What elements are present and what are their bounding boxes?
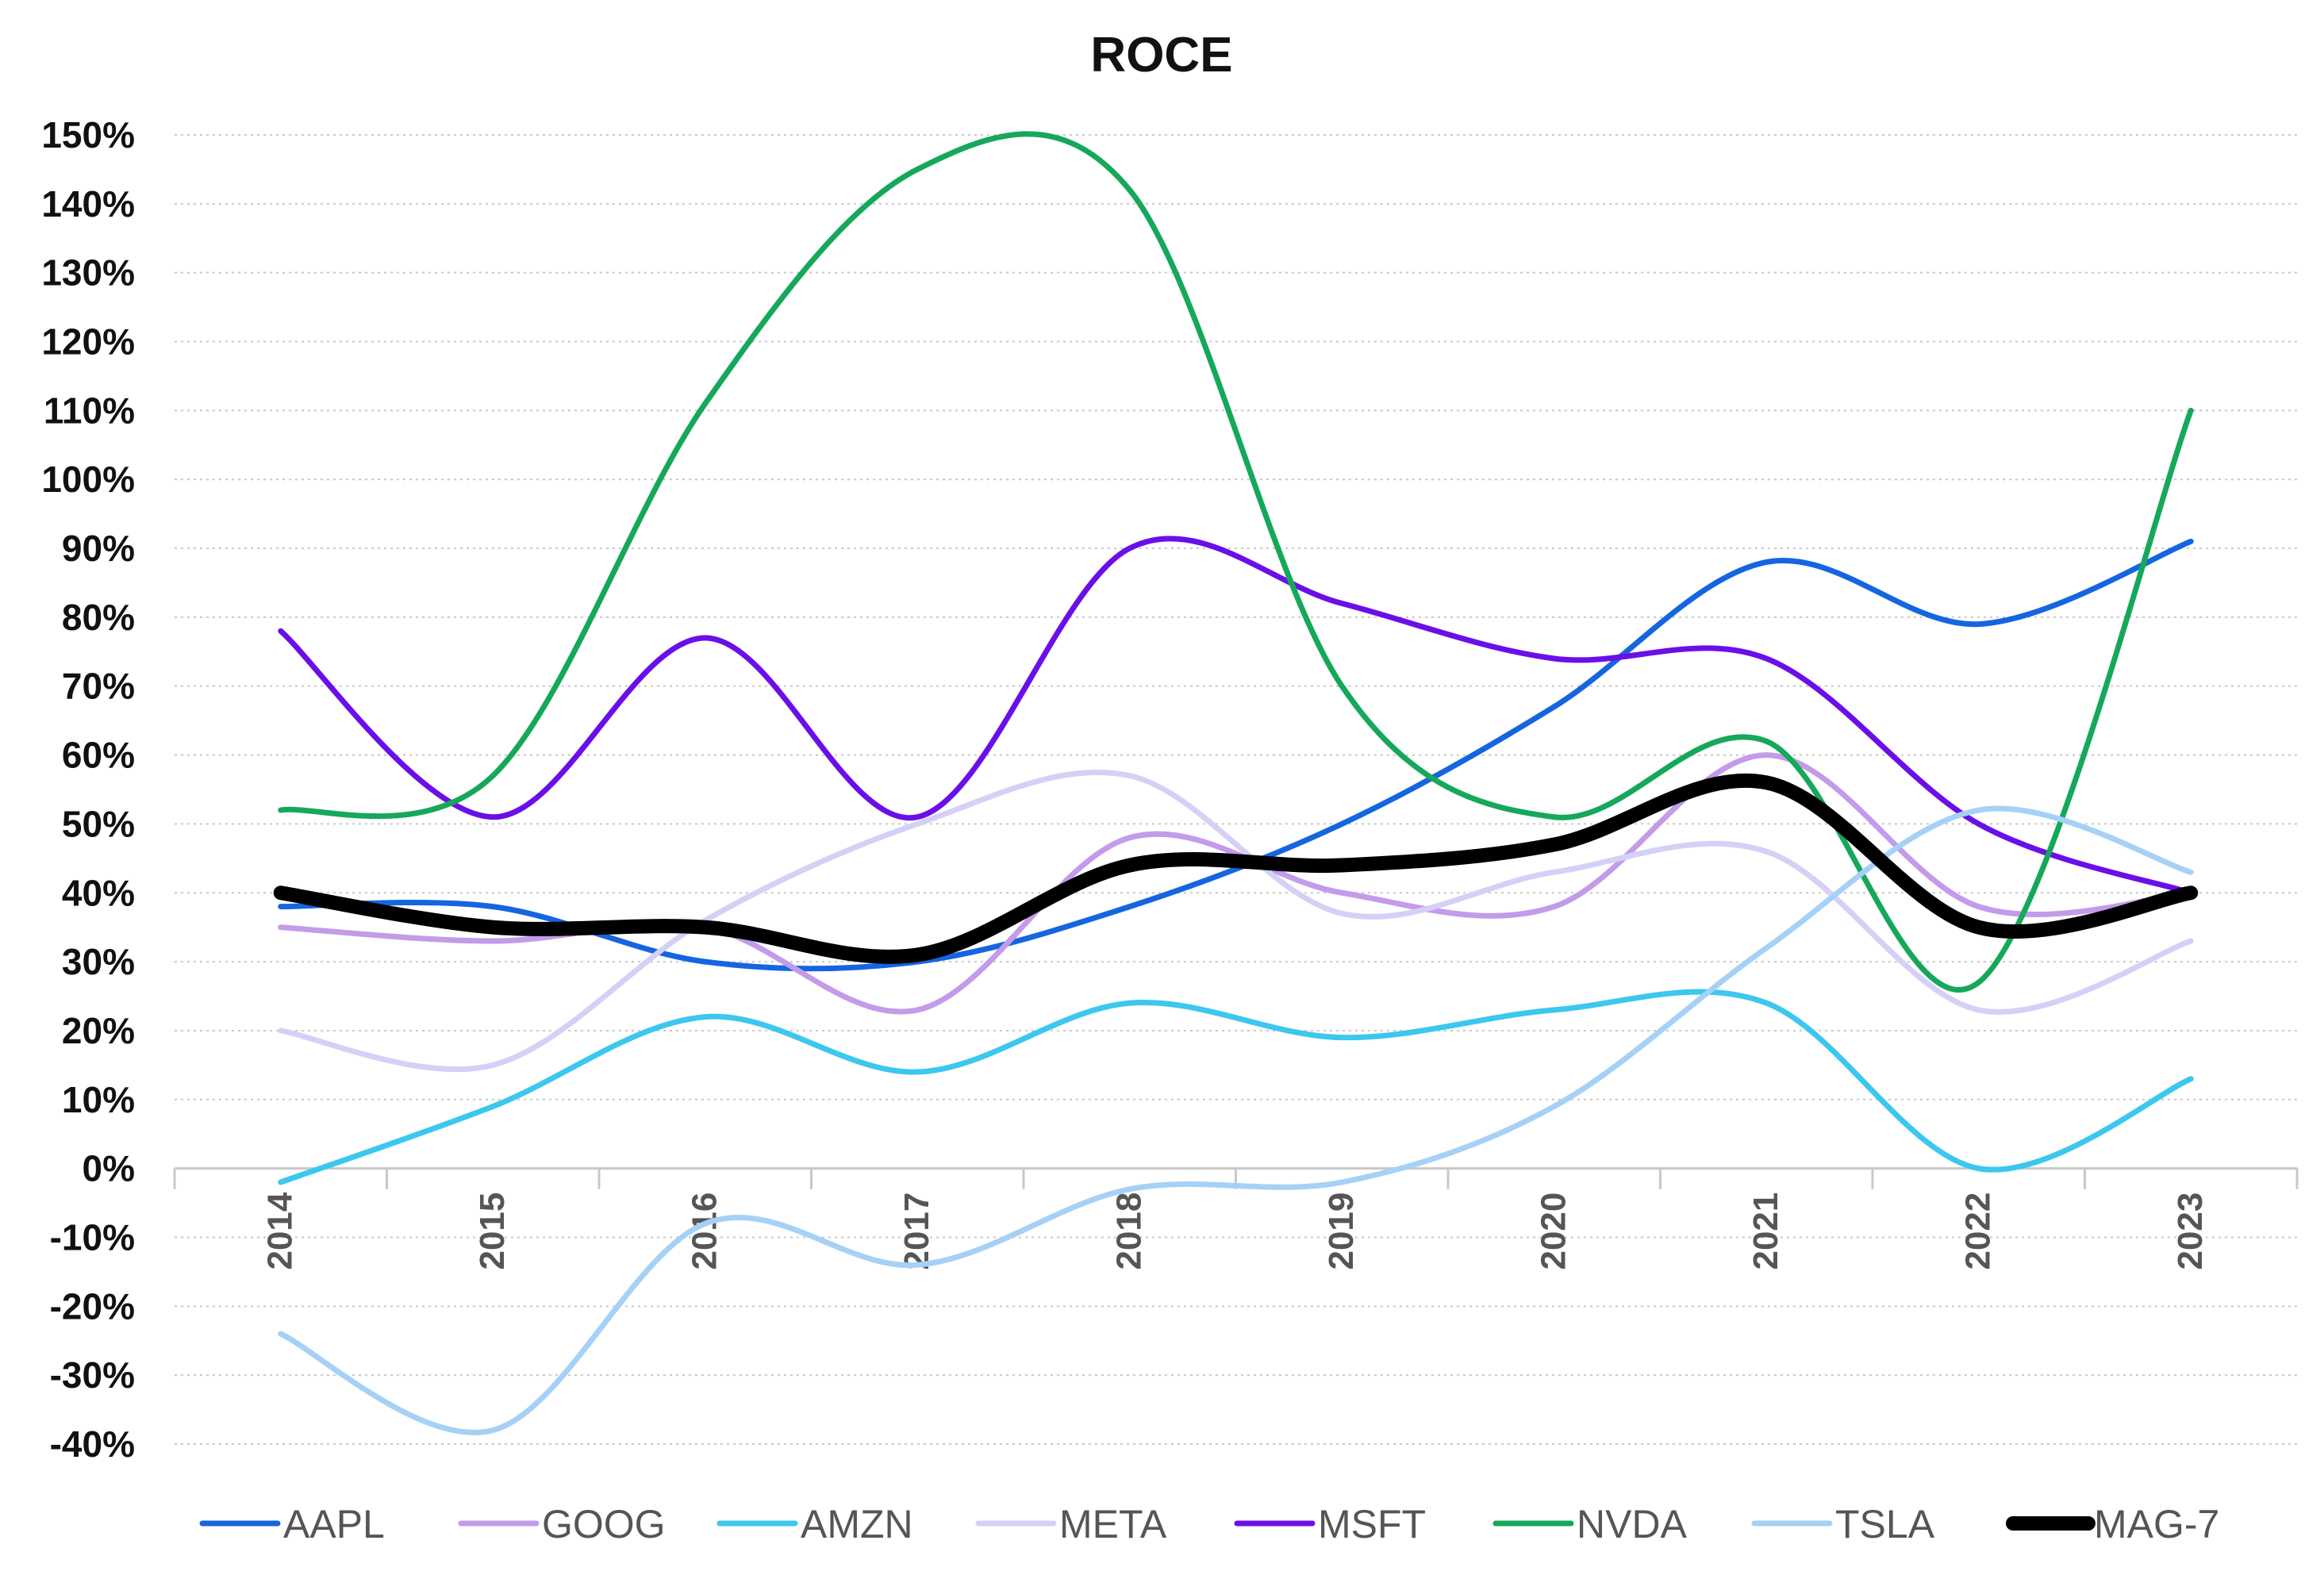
- y-tick-label: 50%: [62, 803, 135, 844]
- x-tick-label: 2020: [1535, 1193, 1573, 1270]
- x-tick-label: 2023: [2171, 1193, 2210, 1270]
- series-line-msft: [278, 536, 2194, 896]
- x-tick-label: 2014: [261, 1192, 300, 1269]
- series-line-nvda: [278, 131, 2194, 993]
- series-line-meta: [278, 770, 2194, 1073]
- y-tick-label: 10%: [62, 1079, 135, 1120]
- x-axis-tick-labels: 2014 2015 2016 2017 2018 2019 2020 2021 2022 2023: [261, 1192, 2211, 1269]
- legend-label-meta: META: [1059, 1502, 1167, 1546]
- y-tick-label: 30%: [62, 941, 135, 982]
- x-tick-label: 2018: [1110, 1193, 1149, 1270]
- y-tick-label: -40%: [50, 1423, 135, 1465]
- y-tick-label: -20%: [50, 1285, 135, 1327]
- y-tick-label: 140%: [41, 183, 135, 225]
- legend-label-amzn: AMZN: [801, 1502, 913, 1546]
- y-tick-label: 0%: [83, 1148, 135, 1189]
- y-tick-label: -30%: [50, 1354, 135, 1396]
- legend-label-nvda: NVDA: [1577, 1502, 1688, 1546]
- y-tick-label: 110%: [44, 390, 135, 431]
- legend-label-aapl: AAPL: [283, 1502, 385, 1546]
- legend-label-goog: GOOG: [542, 1502, 666, 1546]
- y-tick-label: 130%: [41, 252, 135, 294]
- legend: AAPL GOOG AMZN META MSFT NVDA TSLA MAG-7: [199, 1502, 2219, 1546]
- x-tick-label: 2019: [1322, 1193, 1361, 1270]
- y-tick-label: 20%: [62, 1010, 135, 1051]
- y-axis-tick-labels: 150% 140% 130% 120% 110% 100% 90% 80% 70% 60% 50% 4…: [41, 114, 135, 1465]
- x-tick-label: 2021: [1746, 1193, 1785, 1270]
- series-line-amzn: [278, 989, 2194, 1185]
- legend-label-tsla: TSLA: [1835, 1502, 1935, 1546]
- x-tick-label: 2017: [897, 1193, 936, 1270]
- x-tick-label: 2022: [1959, 1193, 1998, 1270]
- y-tick-label: 70%: [62, 666, 135, 707]
- series-line-mag-7: [273, 773, 2199, 964]
- y-tick-label: 120%: [41, 321, 135, 363]
- series-line-tsla: [278, 805, 2194, 1435]
- series-lines: [273, 131, 2199, 1435]
- y-tick-label: 80%: [62, 597, 135, 638]
- y-tick-label: 90%: [62, 528, 135, 569]
- legend-label-msft: MSFT: [1318, 1502, 1426, 1546]
- legend-label-mag-7: MAG-7: [2094, 1502, 2219, 1546]
- y-tick-label: 150%: [41, 114, 135, 156]
- gridlines: [175, 134, 2297, 1445]
- y-tick-label: 100%: [41, 459, 135, 500]
- y-tick-label: 40%: [62, 872, 135, 913]
- chart-title: ROCE: [1090, 28, 1232, 83]
- y-tick-label: 60%: [62, 735, 135, 776]
- y-tick-label: -10%: [50, 1216, 135, 1258]
- x-tick-label: 2015: [473, 1193, 512, 1270]
- x-axis: [173, 1167, 2299, 1189]
